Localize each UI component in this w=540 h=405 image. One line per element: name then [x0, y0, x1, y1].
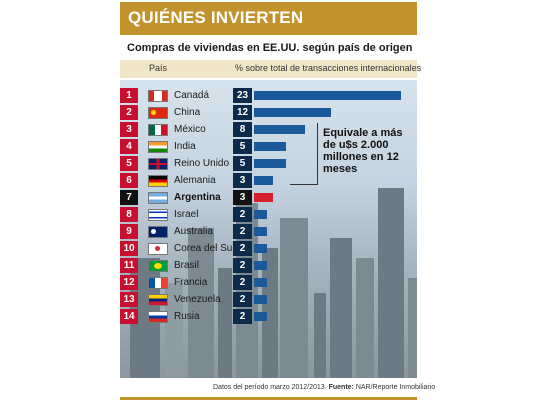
rank-badge: 3 — [120, 122, 138, 137]
value-label: 3 — [233, 173, 252, 188]
rank-badge: 8 — [120, 207, 138, 222]
country-label: Francia — [174, 277, 208, 288]
rank-badge: 12 — [120, 275, 138, 290]
skyline-building — [408, 278, 417, 378]
value-label: 2 — [233, 224, 252, 239]
brazil-flag-emblem — [154, 263, 162, 269]
column-header-country: País — [149, 63, 168, 73]
country-label: Rusia — [174, 311, 200, 322]
rank-badge: 14 — [120, 309, 138, 324]
value-bar — [254, 193, 273, 202]
footer-source: NAR/Reporte Inmobiliario — [355, 384, 436, 391]
country-label: Alemania — [174, 175, 216, 186]
value-bar — [254, 210, 267, 219]
rank-badge: 10 — [120, 241, 138, 256]
skyline-building — [330, 238, 352, 378]
australia-flag-emblem — [151, 229, 156, 234]
rank-badge: 13 — [120, 292, 138, 307]
value-label: 2 — [233, 292, 252, 307]
rank-badge: 5 — [120, 156, 138, 171]
india-flag-icon — [148, 141, 168, 153]
header-banner: QUIÉNES INVIERTEN — [120, 2, 417, 35]
value-label: 2 — [233, 207, 252, 222]
country-label: Corea del Sur — [174, 243, 236, 254]
footer-source-label: Fuente: — [328, 384, 354, 391]
value-bar — [254, 159, 286, 168]
country-label: Canadá — [174, 90, 210, 101]
value-bar — [254, 295, 267, 304]
rank-badge: 1 — [120, 88, 138, 103]
china-flag-emblem — [151, 110, 156, 115]
country-label: Reino Unido — [174, 158, 230, 169]
footer-note: Datos del período marzo 2012/2013. Fuent… — [213, 384, 435, 391]
rank-badge: 2 — [120, 105, 138, 120]
country-label: Argentina — [174, 192, 221, 203]
uk-flag-icon — [148, 158, 168, 170]
rank-badge: 7 — [120, 190, 138, 205]
value-label: 5 — [233, 156, 252, 171]
france-flag-icon — [148, 277, 168, 289]
skyline-building — [188, 228, 214, 378]
chart-subtitle: Compras de viviendas en EE.UU. según paí… — [127, 42, 413, 54]
korea-flag-emblem — [155, 246, 160, 251]
country-label: México — [174, 124, 206, 135]
value-label: 2 — [233, 241, 252, 256]
canada-flag-icon — [148, 90, 168, 102]
value-label: 2 — [233, 275, 252, 290]
skyline-building — [356, 258, 374, 378]
rank-badge: 9 — [120, 224, 138, 239]
page-title: QUIÉNES INVIERTEN — [128, 8, 304, 27]
country-label: Brasil — [174, 260, 200, 271]
callout-bracket — [317, 123, 318, 185]
callout-pointer — [290, 184, 318, 185]
value-bar — [254, 244, 267, 253]
skyline-building — [378, 188, 404, 378]
skyline-building — [165, 283, 183, 378]
callout-text: Equivale a más de u$s 2.000 millones en … — [323, 127, 403, 175]
value-bar — [254, 312, 267, 321]
skyline-building — [280, 218, 308, 378]
skyline-building — [218, 268, 232, 378]
value-bar — [254, 278, 267, 287]
country-label: China — [174, 107, 201, 118]
value-label: 5 — [233, 139, 252, 154]
chart-rows: 1 Canadá 23 2 China 12 3 México 8 4 India 5 5 Reino U… — [120, 0, 417, 405]
mexico-flag-icon — [148, 124, 168, 136]
value-label: 2 — [233, 309, 252, 324]
value-label: 2 — [233, 258, 252, 273]
russia-flag-icon — [148, 311, 168, 323]
value-bar — [254, 125, 305, 134]
value-label: 12 — [233, 105, 252, 120]
value-label: 23 — [233, 88, 252, 103]
value-label: 3 — [233, 190, 252, 205]
value-bar — [254, 142, 286, 151]
argentina-flag-icon — [148, 192, 168, 204]
bottom-rule — [120, 397, 417, 400]
footer-period: Datos del período marzo 2012/2013. — [213, 384, 327, 391]
rank-badge: 11 — [120, 258, 138, 273]
country-label: India — [174, 141, 196, 152]
israel-flag-icon — [148, 209, 168, 221]
value-bar — [254, 261, 267, 270]
value-bar — [254, 108, 331, 117]
venezuela-flag-icon — [148, 294, 168, 306]
country-label: Venezuela — [174, 294, 221, 305]
rank-badge: 6 — [120, 173, 138, 188]
country-label: Israel — [174, 209, 199, 220]
germany-flag-icon — [148, 175, 168, 187]
value-bar — [254, 176, 273, 185]
skyline-building — [314, 293, 326, 378]
value-bar — [254, 91, 401, 100]
value-label: 8 — [233, 122, 252, 137]
column-header-value: % sobre total de transacciones internaci… — [235, 63, 422, 73]
rank-badge: 4 — [120, 139, 138, 154]
country-label: Australia — [174, 226, 213, 237]
column-header: País % sobre total de transacciones inte… — [120, 60, 421, 78]
value-bar — [254, 227, 267, 236]
